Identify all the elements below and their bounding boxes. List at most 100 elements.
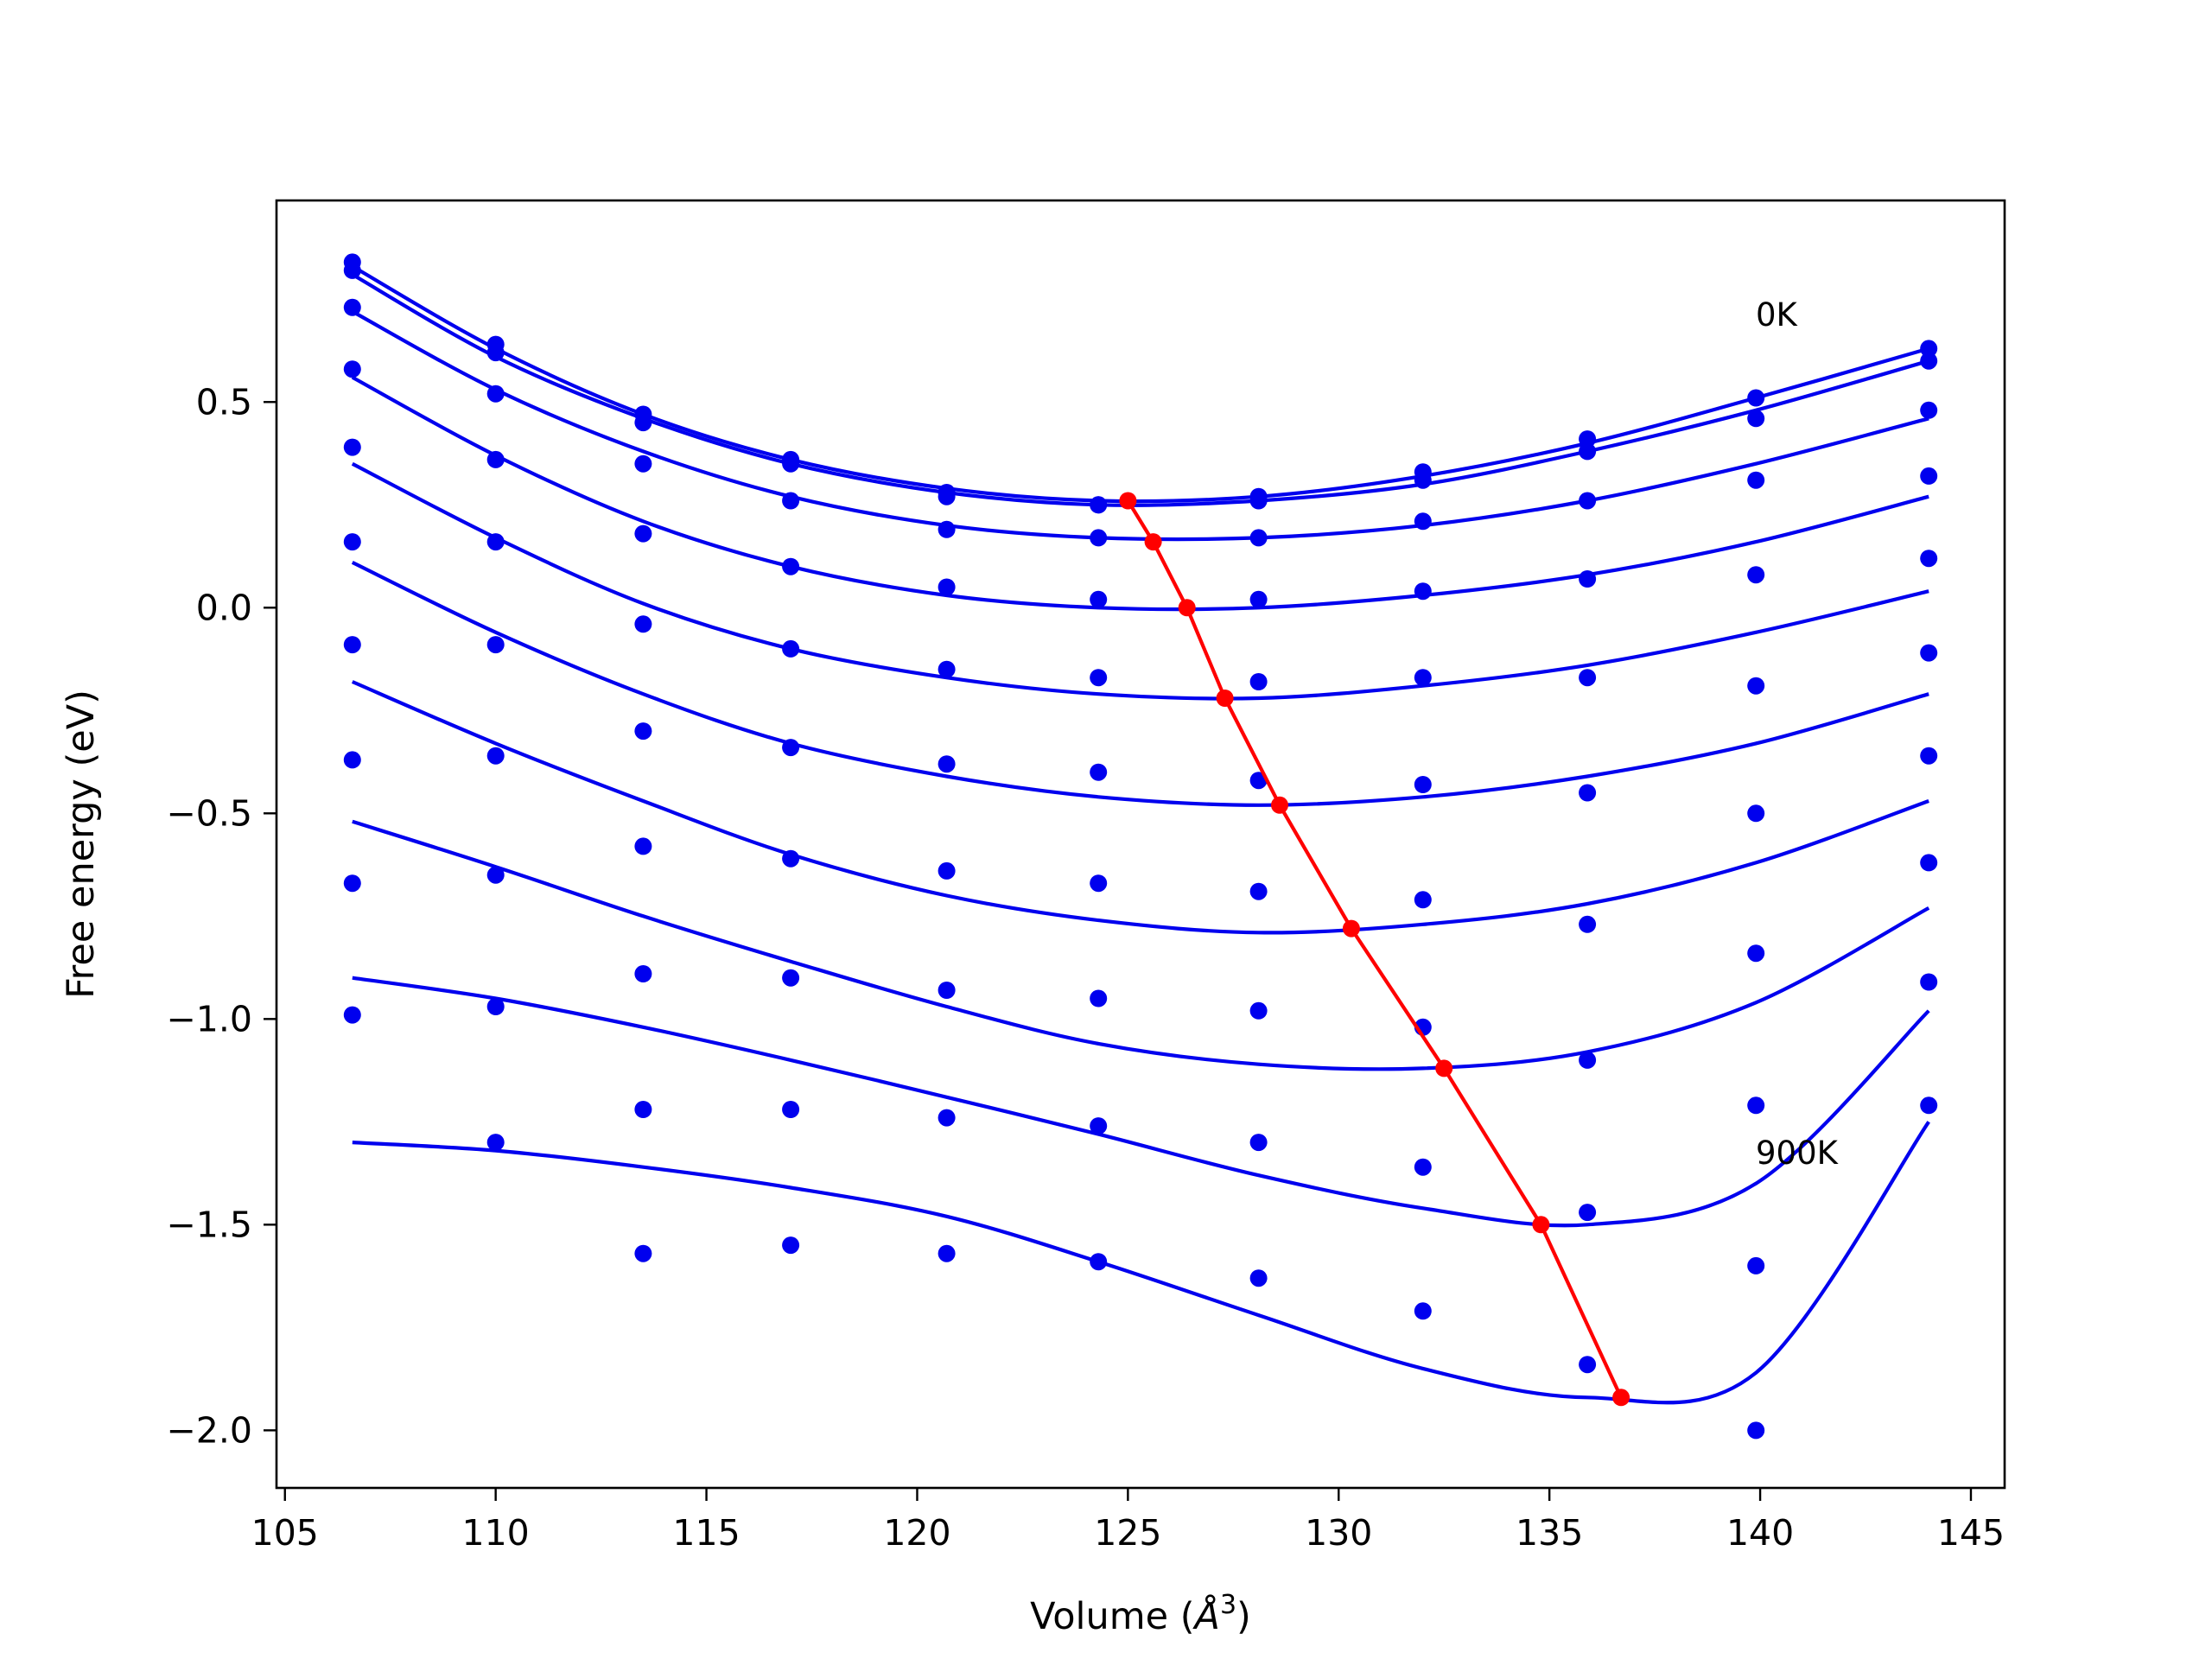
x-tick-label: 125 <box>1094 1512 1161 1554</box>
annotation-900k: 900K <box>1756 1135 1840 1172</box>
x-axis-title-exponent: 3 <box>1220 1590 1236 1620</box>
minimum-point <box>1119 492 1137 510</box>
data-point <box>343 298 361 316</box>
data-point <box>1249 492 1268 510</box>
data-point <box>938 861 956 880</box>
fit-curve-6 <box>351 680 1929 935</box>
data-point <box>1747 804 1765 823</box>
plot-area <box>276 200 2005 1488</box>
data-point <box>1920 1096 1938 1115</box>
data-point <box>634 722 652 741</box>
data-point <box>1249 529 1268 547</box>
data-point <box>782 1236 800 1255</box>
data-point <box>1414 582 1432 601</box>
data-point <box>938 1109 956 1127</box>
data-point <box>1747 410 1765 428</box>
data-point <box>1579 1204 1597 1222</box>
data-point <box>1920 352 1938 370</box>
data-point <box>1920 340 1938 358</box>
data-point <box>1920 467 1938 485</box>
data-point <box>343 636 361 654</box>
minimum-point <box>1612 1389 1630 1407</box>
data-point <box>1090 874 1108 893</box>
x-axis-title-text: Volume ( <box>1030 1595 1194 1638</box>
data-point <box>1920 973 1938 991</box>
x-axis-ticks: 105 110 115 120 125 130 135 140 145 <box>251 1488 2005 1554</box>
x-tick-label: 110 <box>462 1512 530 1554</box>
data-point <box>1090 496 1108 514</box>
data-point <box>634 1244 652 1262</box>
data-point <box>634 454 652 473</box>
data-point <box>486 1134 505 1152</box>
y-tick-label: −1.0 <box>166 998 252 1039</box>
data-point <box>634 524 652 543</box>
data-point <box>343 261 361 279</box>
plot-frame <box>275 199 2006 1490</box>
data-point <box>1920 550 1938 568</box>
data-point <box>938 982 956 999</box>
data-point <box>1414 1158 1432 1176</box>
data-point <box>1747 1421 1765 1440</box>
fit-curve-4 <box>351 461 1929 701</box>
data-point <box>1579 1356 1597 1374</box>
data-point <box>782 849 800 868</box>
data-point <box>782 1101 800 1118</box>
minimum-point <box>1532 1216 1550 1234</box>
fit-curve-9 <box>352 1121 1930 1405</box>
data-point <box>1414 512 1432 531</box>
data-point <box>1920 401 1938 419</box>
x-tick-label: 135 <box>1516 1512 1583 1554</box>
x-tick-label: 145 <box>1937 1512 2005 1554</box>
data-point <box>1090 669 1108 687</box>
data-point <box>1747 677 1765 695</box>
data-point <box>1414 776 1432 793</box>
data-point <box>1249 882 1268 900</box>
x-tick-label: 115 <box>672 1512 740 1554</box>
data-point <box>486 533 505 551</box>
data-point <box>938 660 956 678</box>
x-tick-label: 140 <box>1726 1512 1794 1554</box>
data-point <box>634 1101 652 1118</box>
data-point <box>782 969 800 987</box>
data-point <box>486 636 505 654</box>
data-point <box>782 639 800 658</box>
annotation-0k: 0K <box>1756 296 1799 334</box>
data-point <box>1249 1269 1268 1287</box>
data-point <box>1747 1256 1765 1274</box>
data-point <box>1090 763 1108 781</box>
data-point <box>1747 389 1765 407</box>
data-point <box>1090 529 1108 547</box>
data-point <box>1920 644 1938 662</box>
x-tick-label: 105 <box>251 1512 319 1554</box>
data-point <box>634 414 652 432</box>
y-axis-ticks: 0.5 0.0 −0.5 −1.0 −1.5 −2.0 <box>166 381 276 1451</box>
data-point <box>343 438 361 456</box>
data-point <box>486 450 505 468</box>
data-point <box>634 965 652 982</box>
data-point <box>1579 492 1597 510</box>
data-point <box>1249 1001 1268 1020</box>
minimum-point <box>1342 919 1360 938</box>
data-point <box>1579 784 1597 802</box>
y-tick-label: −2.0 <box>166 1409 252 1451</box>
minimum-point <box>1178 599 1196 617</box>
x-axis-title-close: ) <box>1236 1595 1251 1638</box>
minimum-point <box>1435 1059 1453 1077</box>
y-tick-label: 0.0 <box>196 587 252 628</box>
fit-curve-5 <box>351 561 1929 807</box>
minimum-point <box>1271 796 1288 814</box>
data-point <box>782 739 800 757</box>
data-points <box>343 253 1938 1440</box>
data-point <box>782 454 800 473</box>
data-point <box>938 755 956 773</box>
data-point <box>1579 442 1597 461</box>
data-point <box>1920 854 1938 872</box>
data-point <box>1747 566 1765 584</box>
data-point <box>1920 747 1938 765</box>
data-point <box>343 533 361 551</box>
data-point <box>486 747 505 765</box>
y-tick-label: 0.5 <box>196 381 252 423</box>
data-point <box>1090 1253 1108 1271</box>
data-point <box>343 751 361 769</box>
data-point <box>486 998 505 1015</box>
